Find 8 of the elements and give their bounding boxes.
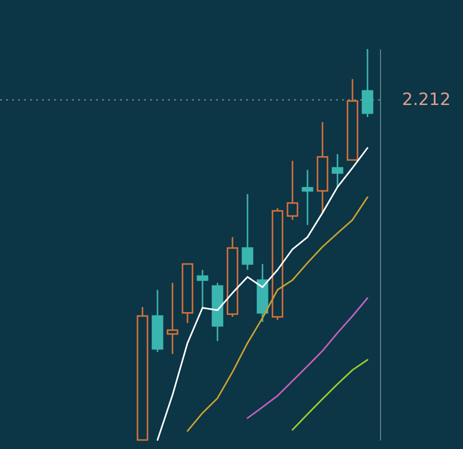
candlestick	[362, 48, 374, 118]
candlestick	[286, 160, 298, 221]
text: 2.212	[402, 90, 451, 110]
candlestick	[242, 193, 254, 271]
candlestick	[332, 153, 344, 188]
candlestick	[196, 269, 208, 309]
candlestick	[302, 169, 314, 226]
candlestick	[166, 282, 178, 355]
